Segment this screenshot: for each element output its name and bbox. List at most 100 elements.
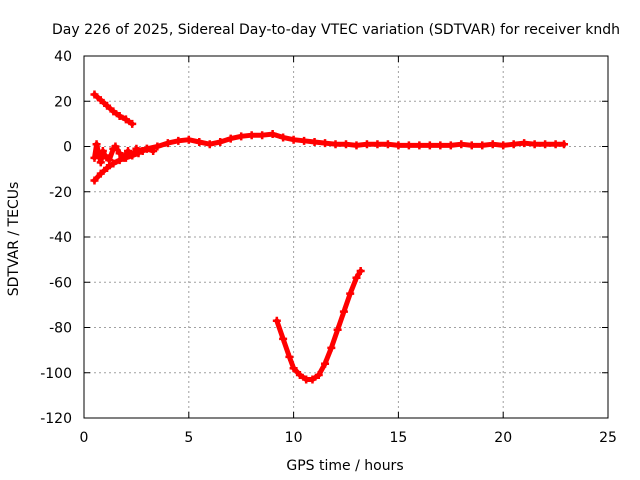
- data-point: [404, 141, 413, 150]
- data-point: [356, 266, 365, 275]
- y-tick-label: -120: [40, 411, 72, 427]
- data-point: [530, 140, 539, 149]
- y-tick-label: -100: [40, 366, 72, 382]
- data-point: [457, 140, 466, 149]
- data-point: [195, 137, 204, 146]
- data-point: [109, 107, 118, 116]
- data-point: [327, 343, 336, 352]
- data-point: [109, 159, 118, 168]
- data-point: [415, 141, 424, 150]
- data-point: [153, 142, 162, 151]
- data-point: [321, 139, 330, 148]
- chart-title: Day 226 of 2025, Sidereal Day-to-day VTE…: [52, 22, 620, 38]
- data-point: [96, 96, 105, 105]
- data-point: [132, 147, 141, 156]
- data-point: [226, 134, 235, 143]
- axis-ticks: [83, 55, 609, 419]
- data-point: [314, 371, 323, 380]
- data-point: [100, 151, 109, 160]
- x-axis-label: GPS time / hours: [286, 458, 403, 474]
- data-point: [352, 273, 361, 282]
- data-point: [321, 359, 330, 368]
- data-point: [520, 139, 529, 148]
- data-point: [115, 149, 124, 158]
- data-point: [541, 140, 550, 149]
- data-point: [499, 141, 508, 150]
- y-tick-label: -40: [49, 230, 72, 246]
- data-point: [128, 151, 137, 160]
- data-point: [268, 130, 277, 139]
- data-point: [488, 140, 497, 149]
- data-point: [216, 137, 225, 146]
- data-point: [111, 142, 120, 151]
- data-point: [205, 140, 214, 149]
- data-point: [310, 137, 319, 146]
- data-marks: [90, 90, 568, 384]
- data-point: [142, 144, 151, 153]
- x-tick-label: 10: [285, 430, 303, 446]
- data-point: [272, 316, 281, 325]
- data-point: [184, 135, 193, 144]
- data-point: [478, 141, 487, 150]
- data-point: [258, 131, 267, 140]
- y-tick-label: 20: [54, 94, 72, 110]
- data-point: [105, 156, 114, 165]
- data-point: [103, 101, 112, 110]
- data-point: [295, 371, 304, 380]
- data-point: [90, 176, 99, 185]
- data-point: [124, 147, 133, 156]
- y-axis-label: SDTVAR / TECUs: [6, 182, 22, 297]
- data-point: [98, 147, 107, 156]
- data-point: [300, 136, 309, 145]
- data-point: [425, 141, 434, 150]
- data-point: [289, 364, 298, 373]
- x-tick-label: 0: [80, 430, 89, 446]
- data-point: [467, 141, 476, 150]
- data-point: [373, 140, 382, 149]
- data-point: [174, 136, 183, 145]
- data-point: [509, 140, 518, 149]
- data-point: [90, 90, 99, 99]
- y-tick-label: 40: [54, 49, 72, 65]
- data-point: [394, 141, 403, 150]
- data-point: [331, 140, 340, 149]
- x-tick-label: 25: [599, 430, 617, 446]
- data-point: [103, 163, 112, 172]
- data-point: [90, 153, 99, 162]
- data-point: [352, 141, 361, 150]
- data-point: [446, 141, 455, 150]
- data-point: [279, 133, 288, 142]
- data-point: [362, 140, 371, 149]
- data-point: [96, 169, 105, 178]
- data-point: [163, 139, 172, 148]
- data-point: [342, 140, 350, 149]
- data-point: [247, 131, 256, 140]
- tick-labels: 0 5 10 15 20 25 -120 -100 -80 -60 -40 -20 0 20 40: [40, 49, 617, 446]
- data-point: [121, 115, 130, 124]
- data-point: [237, 132, 246, 141]
- data-point: [551, 140, 560, 149]
- grid-lines: [84, 56, 608, 418]
- y-tick-label: -80: [49, 321, 72, 337]
- data-point: [436, 141, 445, 150]
- data-point: [115, 111, 124, 120]
- data-point: [96, 158, 105, 167]
- data-point: [383, 140, 392, 149]
- y-tick-label: 0: [63, 140, 72, 156]
- data-point: [333, 325, 342, 334]
- y-tick-label: -20: [49, 185, 72, 201]
- data-point: [285, 352, 294, 361]
- data-point: [119, 153, 128, 162]
- data-point: [559, 140, 568, 149]
- x-tick-label: 5: [184, 430, 193, 446]
- data-point: [346, 289, 355, 298]
- data-point: [115, 156, 124, 165]
- data-point: [289, 135, 298, 144]
- x-tick-label: 15: [389, 430, 407, 446]
- data-point: [339, 307, 348, 316]
- x-tick-label: 20: [494, 430, 512, 446]
- data-point: [308, 375, 317, 384]
- y-tick-label: -60: [49, 275, 72, 291]
